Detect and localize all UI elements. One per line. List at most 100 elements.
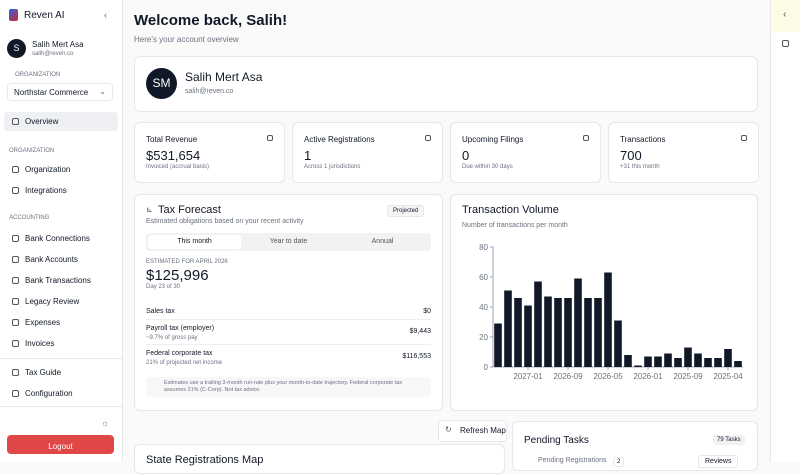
org-label: ORGANIZATION	[15, 72, 61, 78]
stat-card: Active Registrations 1 Across 1 jurisdicti…	[292, 122, 443, 183]
tab[interactable]: Annual	[371, 238, 394, 245]
stat-icon	[425, 135, 431, 141]
bar	[564, 298, 572, 367]
stat-note: Due within 30 days	[462, 164, 513, 170]
calendar-icon[interactable]	[782, 40, 789, 47]
stat-label: Transactions	[620, 135, 666, 144]
bar	[514, 298, 522, 367]
y-tick-label: 20	[479, 333, 488, 342]
nav-item[interactable]: Bank Accounts	[25, 255, 78, 264]
profile-card: SM Salih Mert Asa salih@reven.co	[134, 56, 758, 112]
row-divider	[146, 344, 431, 345]
map-card: State Registrations Map	[134, 444, 505, 474]
tax-row-label: Payroll tax (employer)	[146, 325, 215, 332]
stat-note: +31 this month	[620, 164, 660, 170]
estimate-day: Day 23 of 30	[146, 284, 181, 290]
refresh-label: Refresh Map	[460, 426, 506, 435]
nav-item[interactable]: Configuration	[25, 389, 73, 398]
icon	[12, 187, 19, 194]
bar	[604, 272, 612, 367]
page-subtitle: Here's your account overview	[134, 35, 239, 44]
row-divider	[146, 319, 431, 320]
chart-subtitle: Number of transactions per month	[462, 222, 568, 229]
x-tick-label: 2025-04	[713, 372, 743, 381]
tasks-badge: 79 Tasks	[713, 435, 745, 445]
org-select[interactable]: Northstar Commerce ⌄	[7, 83, 113, 101]
task-count: 2	[613, 457, 625, 467]
icon	[12, 118, 19, 125]
bar	[734, 361, 742, 367]
nav-item[interactable]: Expenses	[25, 318, 61, 327]
x-tick-label: 2025-09	[673, 372, 703, 381]
chart-title: Transaction Volume	[462, 204, 559, 216]
nav-section: ACCOUNTING	[9, 215, 50, 221]
icon	[12, 340, 19, 347]
bar	[624, 355, 632, 367]
logo	[9, 9, 18, 21]
nav-item[interactable]: Bank Transactions	[25, 276, 91, 285]
tax-row-label: Sales tax	[146, 308, 175, 315]
brand: Reven AI	[24, 10, 65, 21]
tax-row-value: $116,553	[402, 353, 431, 360]
nav-label: Overview	[25, 117, 59, 126]
y-tick-label: 60	[479, 273, 488, 282]
x-tick-label: 2026-09	[553, 372, 583, 381]
icon	[12, 235, 19, 242]
nav-item[interactable]: Invoices	[25, 339, 55, 348]
icon	[12, 277, 19, 284]
stat-label: Total Revenue	[146, 135, 198, 144]
stat-card: Transactions 700 +31 this month	[608, 122, 759, 183]
user-email: salih@reven.co	[32, 51, 74, 57]
x-tick-label: 2027-01	[513, 372, 543, 381]
settings-icon[interactable]: ☼	[101, 418, 110, 428]
tax-row-label: Federal corporate tax	[146, 350, 213, 357]
nav-item[interactable]: Tax Guide	[25, 368, 62, 377]
bar	[684, 347, 692, 367]
icon	[12, 166, 19, 173]
y-tick-label: 0	[484, 363, 489, 372]
map-title: State Registrations Map	[146, 454, 264, 466]
nav-item[interactable]: Legacy Review	[25, 297, 80, 306]
nav-item[interactable]: Organization	[25, 165, 71, 174]
tax-title: Tax Forecast	[158, 204, 221, 216]
nav-item[interactable]: Integrations	[25, 186, 67, 195]
x-tick-label: 2026-01	[633, 372, 663, 381]
stat-label: Upcoming Filings	[462, 135, 524, 144]
tab[interactable]: This month	[148, 235, 241, 249]
bar	[704, 358, 712, 367]
bar	[534, 281, 542, 367]
sidebar: Reven AI ‹ S Salih Mert Asa salih@reven.…	[0, 0, 123, 462]
tab[interactable]: Year to date	[269, 238, 308, 245]
tasks-card: Pending Tasks 79 Tasks Pending Registrat…	[512, 421, 758, 471]
stat-card: Upcoming Filings 0 Due within 30 days	[450, 122, 601, 183]
bar	[554, 298, 562, 367]
bar	[524, 305, 532, 367]
profile-name: Salih Mert Asa	[185, 70, 263, 84]
bar	[654, 356, 662, 367]
logout-button[interactable]: Logout	[7, 435, 114, 454]
collapse[interactable]: ‹	[104, 10, 107, 20]
tax-note: Estimates use a trailing 3-month run-rat…	[164, 380, 403, 393]
tax-forecast-card: ⊾ Tax Forecast Estimated obligations bas…	[134, 194, 443, 411]
divider	[0, 406, 122, 407]
y-tick-label: 80	[479, 243, 488, 252]
refresh-button[interactable]: ↻ Refresh Map	[438, 420, 507, 442]
bar	[694, 353, 702, 367]
icon	[12, 319, 19, 326]
profile-email: salih@reven.co	[185, 88, 234, 95]
tax-row-value: $9,443	[409, 328, 431, 335]
bar	[494, 323, 502, 367]
stat-value: 1	[304, 148, 312, 163]
stat-value: 0	[462, 148, 470, 163]
tax-row-note: 21% of projected net income	[146, 360, 223, 366]
bar	[614, 320, 622, 367]
tax-row-value: $0	[423, 308, 431, 315]
stat-value: $531,654	[146, 148, 201, 163]
nav-active[interactable]: Overview	[4, 112, 118, 131]
rail-top[interactable]: ‹	[771, 0, 800, 32]
nav-item[interactable]: Bank Connections	[25, 234, 90, 243]
estimate-label: ESTIMATED FOR APRIL 2026	[146, 259, 228, 265]
stat-value: 700	[620, 148, 642, 163]
chevron: ⌄	[99, 87, 106, 96]
